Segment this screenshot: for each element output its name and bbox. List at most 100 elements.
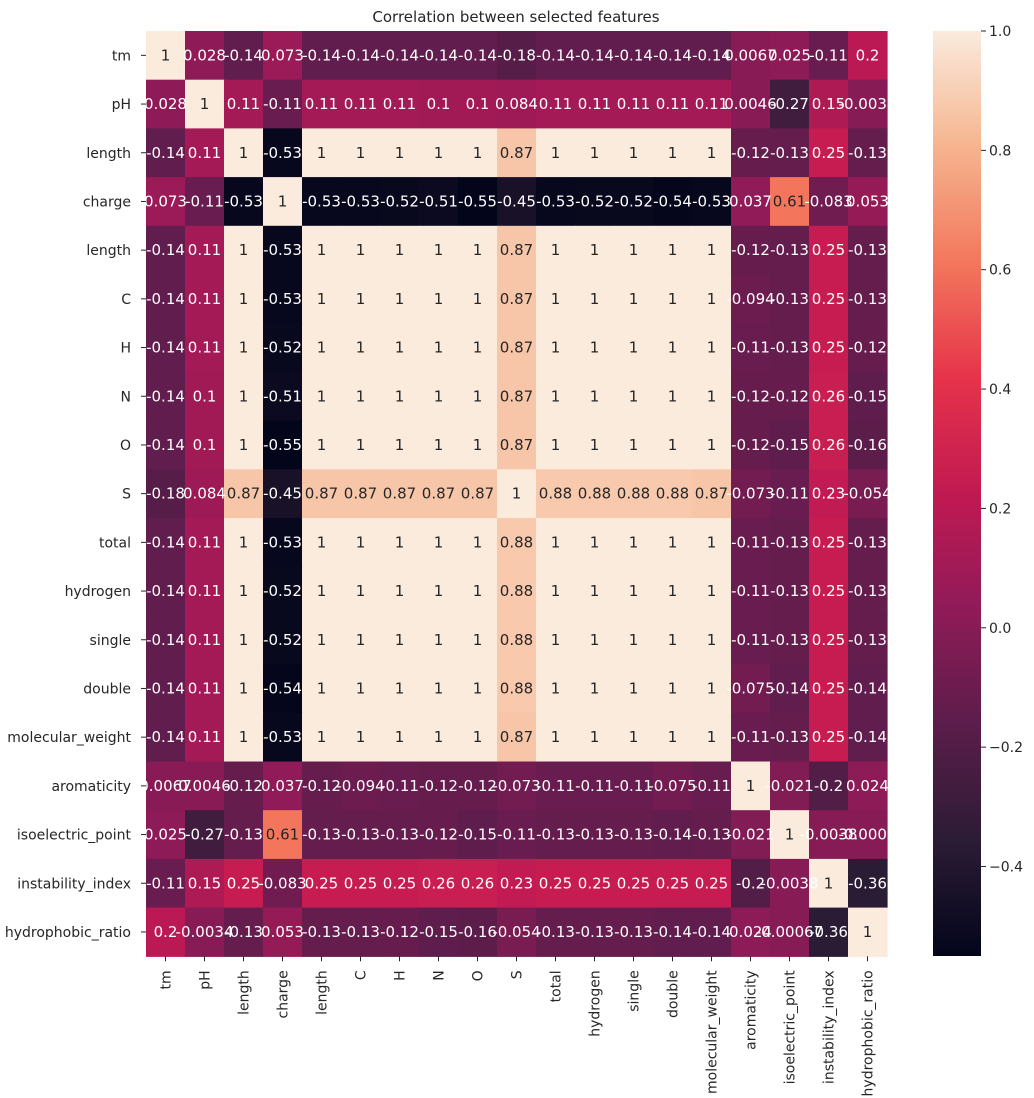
heatmap-cell — [263, 858, 303, 909]
colorbar — [933, 31, 981, 956]
y-tick-label: N — [121, 389, 131, 405]
heatmap-cell — [185, 420, 225, 470]
cell-annotation: -0.12 — [731, 387, 770, 405]
heatmap-cell — [341, 469, 381, 519]
heatmap-cell — [224, 761, 264, 811]
cell-annotation: 0.87 — [500, 387, 533, 405]
heatmap-cell — [302, 274, 342, 324]
heatmap-cell — [146, 323, 186, 373]
cell-annotation: 1 — [395, 387, 405, 405]
x-tick-label: isoelectric_point — [783, 970, 799, 1085]
cell-annotation: 1 — [707, 387, 717, 405]
heatmap-cell — [614, 518, 654, 568]
heatmap-cell — [848, 274, 888, 324]
heatmap-cell — [146, 177, 186, 227]
heatmap-cell — [419, 566, 459, 616]
cell-annotation: -0.12 — [380, 923, 419, 941]
cell-annotation: 1 — [590, 582, 600, 600]
heatmap-cell — [380, 615, 420, 665]
cell-annotation: 0.87 — [500, 241, 533, 259]
heatmap-cell — [575, 712, 615, 763]
heatmap-cell — [341, 128, 381, 178]
cell-annotation: 0.1 — [427, 95, 451, 113]
heatmap-cell — [809, 712, 849, 763]
cell-annotation: 1 — [434, 728, 444, 746]
cell-annotation: -0.45 — [497, 192, 536, 210]
cell-annotation: 0.87 — [422, 485, 455, 503]
cell-annotation: -0.14 — [146, 339, 185, 357]
heatmap-cell — [536, 907, 576, 957]
heatmap-cell — [536, 371, 576, 422]
cell-annotation: -0.55 — [263, 436, 302, 454]
heatmap-cell — [224, 907, 264, 957]
cell-annotation: -0.52 — [614, 192, 653, 210]
heatmap-cell — [341, 518, 381, 568]
cell-annotation: 1 — [239, 679, 249, 697]
heatmap-cell — [302, 128, 342, 178]
cell-annotation: 1 — [668, 582, 678, 600]
heatmap-cell — [536, 712, 576, 763]
heatmap-cell — [146, 128, 186, 178]
cell-annotation: -0.53 — [224, 192, 263, 210]
cell-annotation: 0.11 — [188, 241, 221, 259]
heatmap-cell — [536, 323, 576, 373]
heatmap-cell — [302, 79, 342, 129]
cell-annotation: -0.13 — [848, 290, 887, 308]
heatmap-cell — [380, 420, 420, 470]
cell-annotation: 1 — [707, 241, 717, 259]
heatmap-cell — [770, 128, 810, 178]
heatmap-cell — [692, 177, 732, 227]
heatmap-cell — [731, 79, 771, 129]
cell-annotation: 0.25 — [812, 533, 845, 551]
y-tick-label: S — [122, 487, 131, 503]
cell-annotation: -0.36 — [809, 923, 848, 941]
cell-annotation: -0.53 — [263, 144, 302, 162]
heatmap-cell — [263, 323, 303, 373]
colorbar-tick-label: −0.4 — [989, 859, 1023, 875]
heatmap-cell — [497, 518, 537, 568]
cell-annotation: -0.073 — [492, 777, 540, 795]
cell-annotation: 1 — [317, 241, 327, 259]
cell-annotation: 0.25 — [812, 728, 845, 746]
heatmap-cell — [302, 177, 342, 227]
cell-annotation: -0.14 — [146, 631, 185, 649]
heatmap-cell — [380, 323, 420, 373]
cell-annotation: 1 — [590, 436, 600, 454]
cell-annotation: 0.15 — [812, 95, 845, 113]
cell-annotation: -0.13 — [536, 826, 575, 844]
heatmap-cell — [458, 177, 498, 227]
heatmap-cell — [302, 907, 342, 957]
heatmap-cell — [692, 79, 732, 129]
heatmap-cell — [731, 177, 771, 227]
cell-annotation: 0.87 — [500, 144, 533, 162]
heatmap-cell — [302, 323, 342, 373]
cell-annotation: 0.25 — [539, 874, 572, 892]
cell-annotation: 1 — [551, 631, 561, 649]
heatmap-cell — [146, 518, 186, 568]
heatmap-cell — [809, 225, 849, 276]
heatmap-cell — [263, 128, 303, 178]
heatmap-cell — [380, 371, 420, 422]
cell-annotation: 1 — [317, 582, 327, 600]
cell-annotation: -0.12 — [419, 826, 458, 844]
heatmap-cell — [653, 907, 693, 957]
colorbar-tick-label: 0.6 — [989, 263, 1011, 279]
cell-annotation: -0.12 — [770, 387, 809, 405]
cell-annotation: 1 — [590, 339, 600, 357]
heatmap-cell — [653, 615, 693, 665]
cell-annotation: -0.14 — [692, 46, 731, 64]
cell-annotation: 1 — [668, 631, 678, 649]
cell-annotation: 1 — [668, 679, 678, 697]
heatmap-cell — [536, 420, 576, 470]
heatmap-cell — [614, 177, 654, 227]
cell-annotation: 1 — [356, 144, 366, 162]
cell-annotation: 1 — [434, 387, 444, 405]
cell-annotation: -0.16 — [458, 923, 497, 941]
heatmap-cell — [614, 566, 654, 616]
cell-annotation: -0.075 — [726, 679, 774, 697]
cell-annotation: 1 — [707, 290, 717, 308]
x-tick-label: pH — [198, 970, 214, 989]
x-tick-label: N — [432, 970, 448, 980]
heatmap-cell — [185, 615, 225, 665]
cell-annotation: -0.11 — [731, 533, 770, 551]
